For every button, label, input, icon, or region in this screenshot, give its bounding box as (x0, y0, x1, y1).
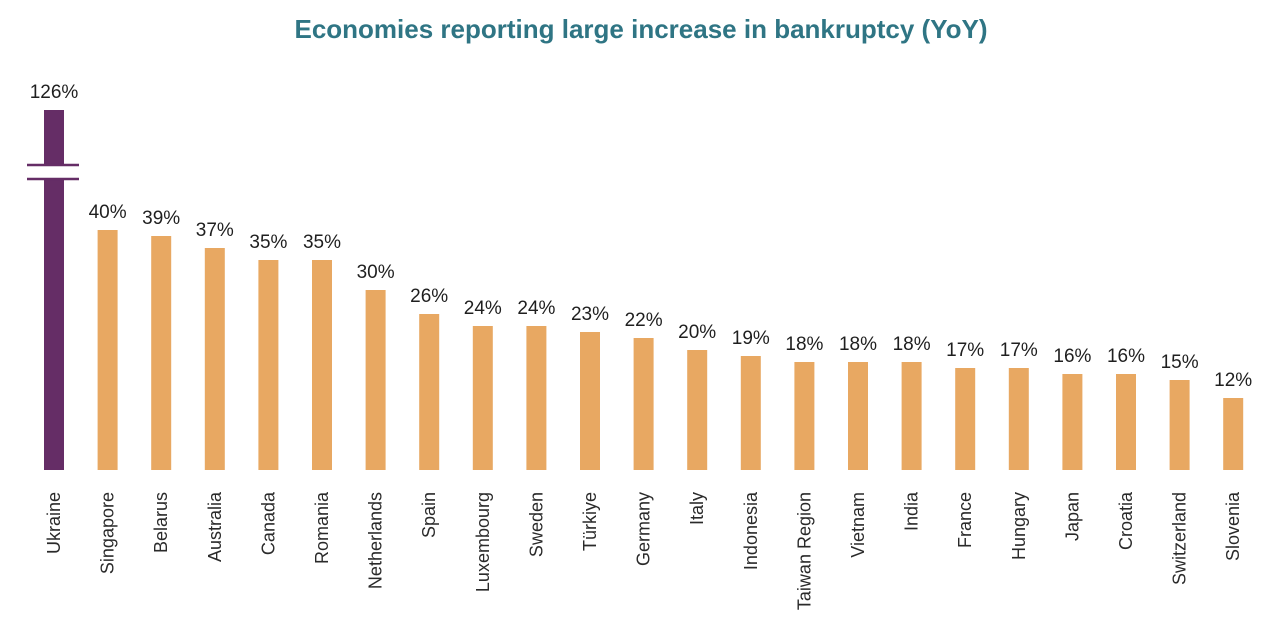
category-label-hungary: Hungary (1009, 492, 1029, 560)
value-label-singapore: 40% (89, 202, 127, 223)
bar-croatia (1116, 374, 1136, 470)
category-label-indonesia: Indonesia (741, 491, 761, 570)
value-label-luxembourg: 24% (464, 298, 502, 319)
category-label-india: India (902, 491, 922, 531)
axis-break-gap (43, 165, 65, 179)
bar-indonesia (740, 356, 761, 470)
bar-france (955, 368, 976, 470)
bar-india (901, 362, 922, 470)
bar-singapore (97, 230, 118, 470)
value-label-sweden: 24% (517, 298, 555, 319)
value-label-india: 18% (893, 334, 931, 355)
category-label-ukraine: Ukraine (44, 492, 64, 554)
category-label-canada: Canada (258, 491, 278, 555)
value-label-belarus: 39% (142, 208, 180, 229)
category-label-belarus: Belarus (151, 492, 171, 553)
value-label-taiwan-region: 18% (785, 334, 823, 355)
axis-break-mark (27, 163, 79, 181)
value-label-switzerland: 15% (1161, 352, 1199, 373)
category-label-taiwan-region: Taiwan Region (794, 492, 814, 610)
value-label-romania: 35% (303, 232, 341, 253)
category-label-italy: Italy (687, 492, 707, 525)
category-label-romania: Romania (312, 491, 332, 564)
bar-ukraine (44, 110, 64, 470)
value-label-slovenia: 12% (1214, 370, 1252, 391)
bar-australia (204, 248, 225, 470)
bar-hungary (1008, 368, 1029, 470)
value-label-hungary: 17% (1000, 340, 1038, 361)
bar-sweden (526, 326, 547, 470)
category-label-croatia: Croatia (1116, 491, 1136, 550)
category-label-turkiye: Türkiye (580, 492, 600, 551)
value-label-france: 17% (946, 340, 984, 361)
bar-turkiye (580, 332, 600, 470)
bars-group (44, 110, 1244, 470)
category-label-slovenia: Slovenia (1223, 491, 1243, 561)
bar-italy (687, 350, 708, 470)
value-label-italy: 20% (678, 322, 716, 343)
category-label-netherlands: Netherlands (366, 492, 386, 589)
category-label-france: France (955, 492, 975, 548)
value-label-croatia: 16% (1107, 346, 1145, 367)
bar-spain (419, 314, 440, 470)
category-label-luxembourg: Luxembourg (473, 492, 493, 592)
category-label-germany: Germany (634, 492, 654, 566)
category-label-japan: Japan (1062, 492, 1082, 541)
value-label-vietnam: 18% (839, 334, 877, 355)
bar-slovenia (1223, 398, 1244, 470)
bar-germany (633, 338, 654, 470)
bar-romania (312, 260, 332, 470)
category-label-australia: Australia (205, 491, 225, 562)
value-label-japan: 16% (1053, 346, 1091, 367)
category-label-vietnam: Vietnam (848, 492, 868, 558)
value-label-netherlands: 30% (357, 262, 395, 283)
value-label-australia: 37% (196, 220, 234, 241)
category-label-spain: Spain (419, 492, 439, 538)
value-label-ukraine: 126% (30, 82, 79, 103)
chart-title: Economies reporting large increase in ba… (294, 14, 987, 44)
value-label-germany: 22% (625, 310, 663, 331)
bar-vietnam (848, 362, 868, 470)
bar-canada (258, 260, 279, 470)
bar-japan (1062, 374, 1083, 470)
bar-luxembourg (472, 326, 493, 470)
bar-taiwan-region (794, 362, 815, 470)
bar-netherlands (365, 290, 386, 470)
value-labels-group: 126% 40% 39% 37% 35% 35% 30% 26% 24% 24% 23% 22% 20%… (30, 82, 1253, 391)
bar-switzerland (1169, 380, 1190, 470)
category-labels-group: Ukraine Singapore Belarus Australia Canada Ro… (44, 491, 1243, 610)
value-label-turkiye: 23% (571, 304, 609, 325)
category-label-switzerland: Switzerland (1170, 492, 1190, 585)
category-label-sweden: Sweden (526, 492, 546, 557)
value-label-indonesia: 19% (732, 328, 770, 349)
bar-belarus (151, 236, 172, 470)
category-label-singapore: Singapore (98, 492, 118, 574)
value-label-spain: 26% (410, 286, 448, 307)
value-label-canada: 35% (249, 232, 287, 253)
